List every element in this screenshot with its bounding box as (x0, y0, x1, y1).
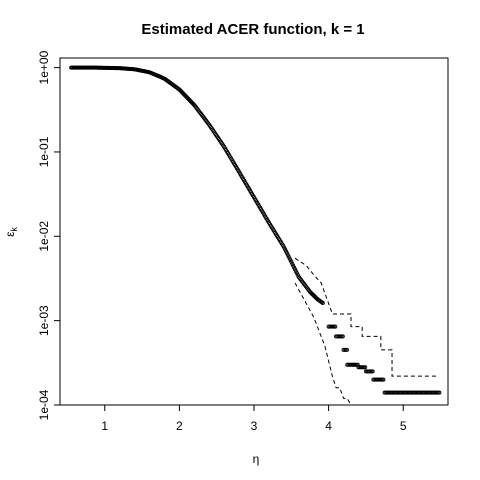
estimate-point (381, 377, 386, 382)
chart-title: Estimated ACER function, k = 1 (141, 21, 364, 38)
x-axis-label: η (253, 452, 260, 466)
x-tick-label: 4 (325, 419, 332, 433)
upper-confidence-band (294, 257, 437, 377)
y-tick-label: 1e-02 (37, 221, 51, 252)
confidence-bands (294, 257, 437, 406)
estimate-point (344, 347, 349, 352)
estimate-point (437, 390, 442, 395)
x-tick-label: 2 (176, 419, 183, 433)
y-tick-label: 1e-03 (37, 305, 51, 336)
estimate-point (370, 369, 375, 374)
y-axis-label-subscript: k (9, 227, 19, 232)
estimate-point (363, 365, 368, 370)
estimate-point (340, 334, 345, 339)
estimate-point (333, 324, 338, 329)
y-axis: 1e-04 1e-03 1e-02 1e-01 1e+00 (37, 50, 60, 420)
y-tick-label: 1e+00 (37, 50, 51, 84)
x-tick-label: 5 (400, 419, 407, 433)
y-axis-label-base: ε (3, 231, 17, 237)
y-tick-label: 1e-01 (37, 136, 51, 167)
x-tick-label: 3 (251, 419, 258, 433)
x-tick-label: 1 (101, 419, 108, 433)
estimate-point (320, 301, 325, 306)
x-axis: 1 2 3 4 5 (101, 405, 407, 433)
y-axis-label: εk (3, 227, 19, 237)
lower-confidence-band (294, 282, 359, 406)
y-tick-label: 1e-04 (37, 389, 51, 420)
plot-frame (59, 57, 449, 406)
estimate-point (355, 362, 360, 367)
acer-estimate-points (69, 65, 442, 395)
